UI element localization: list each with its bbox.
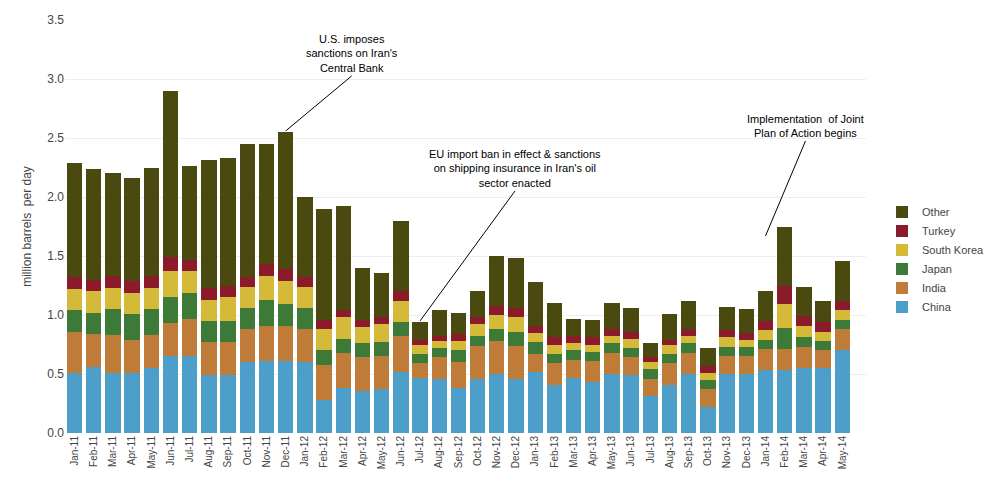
svg-text:Mar-12: Mar-12	[338, 436, 349, 468]
svg-text:Jan-11: Jan-11	[69, 436, 80, 466]
svg-text:Nov-11: Nov-11	[261, 436, 272, 468]
svg-text:Aug-12: Aug-12	[433, 436, 444, 469]
svg-text:Jun-13: Jun-13	[625, 436, 636, 467]
svg-text:Feb-12: Feb-12	[318, 436, 329, 468]
svg-text:Nov-12: Nov-12	[491, 436, 502, 469]
svg-text:Feb-14: Feb-14	[779, 436, 790, 468]
svg-text:million barrels per day: million barrels per day	[20, 166, 34, 287]
svg-text:South Korea: South Korea	[922, 244, 984, 256]
svg-text:1.0: 1.0	[47, 308, 64, 322]
svg-text:Apr-14: Apr-14	[817, 436, 828, 466]
svg-text:Mar-13: Mar-13	[568, 436, 579, 468]
svg-text:Feb-13: Feb-13	[549, 436, 560, 468]
svg-text:Dec-13: Dec-13	[741, 436, 752, 469]
svg-text:May-11: May-11	[146, 436, 157, 469]
svg-text:May-14: May-14	[837, 436, 848, 470]
svg-text:Jan-13: Jan-13	[529, 436, 540, 467]
svg-text:Jul-11: Jul-11	[184, 436, 195, 463]
svg-text:Jul-12: Jul-12	[414, 436, 425, 464]
svg-text:Oct-13: Oct-13	[702, 436, 713, 466]
svg-text:0.0: 0.0	[47, 426, 64, 440]
svg-text:China: China	[922, 301, 952, 313]
svg-text:Jun-12: Jun-12	[395, 436, 406, 467]
svg-text:Dec-12: Dec-12	[510, 436, 521, 469]
svg-text:Jan-12: Jan-12	[299, 436, 310, 467]
svg-text:EU import ban in effect & sanc: EU import ban in effect & sanctionson sh…	[429, 148, 601, 189]
svg-text:Japan: Japan	[922, 263, 952, 275]
svg-text:Aug-11: Aug-11	[203, 436, 214, 468]
svg-text:Sep-11: Sep-11	[222, 436, 233, 468]
svg-text:May-12: May-12	[376, 436, 387, 470]
svg-text:Aug-13: Aug-13	[664, 436, 675, 469]
svg-text:Other: Other	[922, 206, 950, 218]
svg-text:Implementation of JointPlan o: Implementation of JointPlan of Action be…	[747, 113, 864, 139]
svg-text:Oct-11: Oct-11	[242, 436, 253, 466]
svg-text:Apr-12: Apr-12	[357, 436, 368, 466]
svg-text:3.5: 3.5	[47, 13, 64, 27]
svg-text:Jan-14: Jan-14	[760, 436, 771, 467]
svg-text:2.0: 2.0	[47, 190, 64, 204]
svg-text:2.5: 2.5	[47, 131, 64, 145]
svg-text:3.0: 3.0	[47, 72, 64, 86]
svg-text:U.S. imposessanctions on Iran': U.S. imposessanctions on Iran'sCentral B…	[306, 33, 398, 74]
svg-text:Feb-11: Feb-11	[88, 436, 99, 467]
svg-text:Turkey: Turkey	[922, 225, 956, 237]
svg-text:May-13: May-13	[606, 436, 617, 470]
svg-text:0.5: 0.5	[47, 367, 64, 381]
svg-text:Jun-11: Jun-11	[165, 436, 176, 466]
svg-text:1.5: 1.5	[47, 249, 64, 263]
svg-text:Jul-13: Jul-13	[645, 436, 656, 464]
svg-text:Apr-11: Apr-11	[126, 436, 137, 466]
svg-text:Dec-11: Dec-11	[280, 436, 291, 468]
svg-text:Mar-14: Mar-14	[798, 436, 809, 468]
svg-text:Nov-13: Nov-13	[721, 436, 732, 469]
svg-text:Sep-12: Sep-12	[453, 436, 464, 469]
svg-text:Sep-13: Sep-13	[683, 436, 694, 469]
svg-text:India: India	[922, 282, 947, 294]
svg-text:Mar-11: Mar-11	[107, 436, 118, 467]
svg-text:Apr-13: Apr-13	[587, 436, 598, 466]
svg-text:Oct-12: Oct-12	[472, 436, 483, 466]
